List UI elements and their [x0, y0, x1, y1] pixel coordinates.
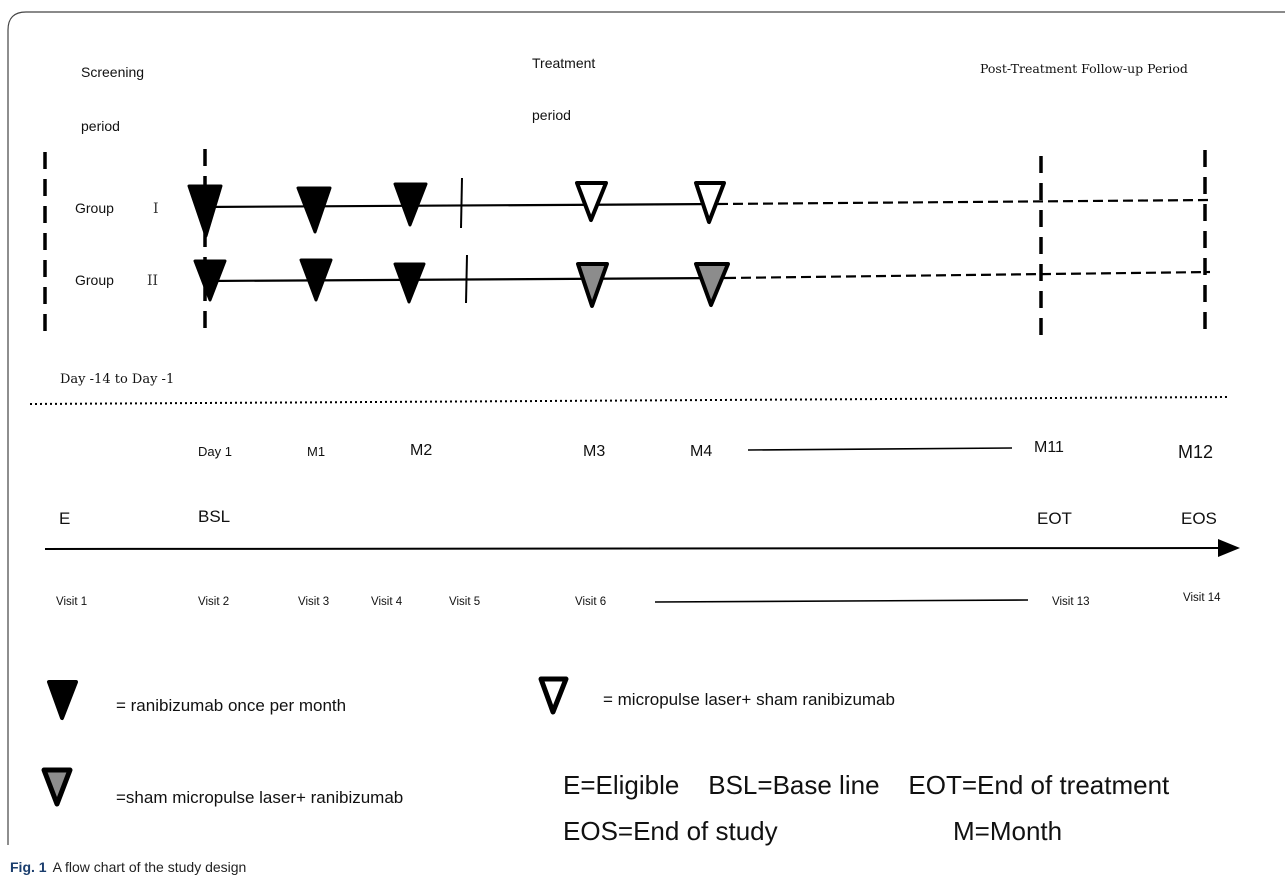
group-1-laser-marker-m3	[575, 181, 608, 222]
figure-frame	[7, 11, 1285, 845]
month-span-line	[747, 447, 1013, 451]
month-label-m12: M12	[1178, 442, 1213, 462]
group-2-divider-tick	[465, 254, 468, 304]
caption-label: Fig. 1	[10, 859, 47, 875]
abbreviations-line-1: E=Eligible BSL=Base line EOT=End of trea…	[563, 770, 1170, 800]
screening-label-1: Screening	[81, 64, 144, 80]
visit-label-2: Visit 2	[198, 596, 229, 608]
group-2-ranibizumab-marker-m1	[299, 258, 333, 302]
milestone-eos: EOS	[1181, 509, 1217, 528]
group-2-ranibizumab-marker-day1	[193, 259, 227, 302]
group-2-ranibizumab-marker-m2	[393, 262, 426, 304]
group-2-word: Group	[75, 272, 114, 288]
group-1-word: Group	[75, 200, 114, 216]
group-1-laser-marker-m4	[694, 181, 726, 224]
milestone-baseline: BSL	[198, 507, 230, 526]
followup-label: Post-Treatment Follow-up Period	[980, 61, 1188, 76]
visit-label-4: Visit 4	[371, 596, 403, 608]
group-1-numeral: I	[153, 201, 159, 217]
group-2-sham-laser-marker-m3	[576, 262, 609, 308]
visit-label-14: Visit 14	[1183, 592, 1221, 604]
abbreviations-line-2-left: EOS=End of study	[563, 816, 778, 846]
month-label-m2: M2	[410, 442, 432, 459]
legend-sham-laser-marker	[41, 767, 73, 807]
visit-label-1: Visit 1	[56, 596, 87, 608]
group-2-numeral: II	[147, 273, 158, 289]
visit-label-13: Visit 13	[1052, 596, 1090, 608]
group-2-sham-laser-marker-m4	[694, 262, 730, 307]
legend-ranibizumab-marker	[47, 680, 78, 720]
time-axis-arrowhead	[1218, 539, 1240, 557]
visit-span-line	[654, 599, 1029, 603]
group-1-solid-line	[199, 202, 719, 209]
group-1-divider-tick	[460, 177, 463, 229]
month-label-m4: M4	[690, 443, 712, 460]
group-1-dashed-line	[717, 198, 1211, 206]
month-label-m3: M3	[583, 443, 605, 460]
month-label-m11: M11	[1034, 439, 1064, 456]
group-2-dashed-line	[725, 270, 1211, 280]
visit-label-6: Visit 6	[575, 596, 606, 608]
screening-label-2: period	[81, 118, 120, 134]
group-1-ranibizumab-marker-m2	[393, 182, 428, 227]
figure-caption: Fig. 1 A flow chart of the study design	[10, 859, 246, 875]
legend-laser-marker	[538, 676, 569, 715]
treatment-label-1: Treatment	[532, 55, 595, 71]
time-axis-arrow-line	[44, 547, 1223, 550]
month-label-day1: Day 1	[198, 444, 232, 459]
visit-label-3: Visit 3	[298, 596, 329, 608]
treatment-label-2: period	[532, 107, 571, 123]
legend-ranibizumab-text: = ranibizumab once per month	[116, 696, 346, 715]
milestone-eot: EOT	[1037, 509, 1072, 528]
group-1-ranibizumab-marker-day1	[187, 184, 223, 238]
legend-sham-laser-text: =sham micropulse laser+ ranibizumab	[116, 788, 403, 807]
screening-range: Day -14 to Day -1	[60, 372, 174, 387]
caption-text: A flow chart of the study design	[53, 859, 247, 875]
visit-label-5: Visit 5	[449, 596, 480, 608]
month-label-m1: M1	[307, 444, 325, 459]
group-1-ranibizumab-marker-m1	[296, 186, 332, 234]
legend-laser-text: = micropulse laser+ sham ranibizumab	[603, 690, 895, 709]
dotted-separator	[29, 396, 1229, 405]
milestone-eligible: E	[59, 509, 70, 528]
abbreviations-line-2-right: M=Month	[953, 816, 1062, 846]
